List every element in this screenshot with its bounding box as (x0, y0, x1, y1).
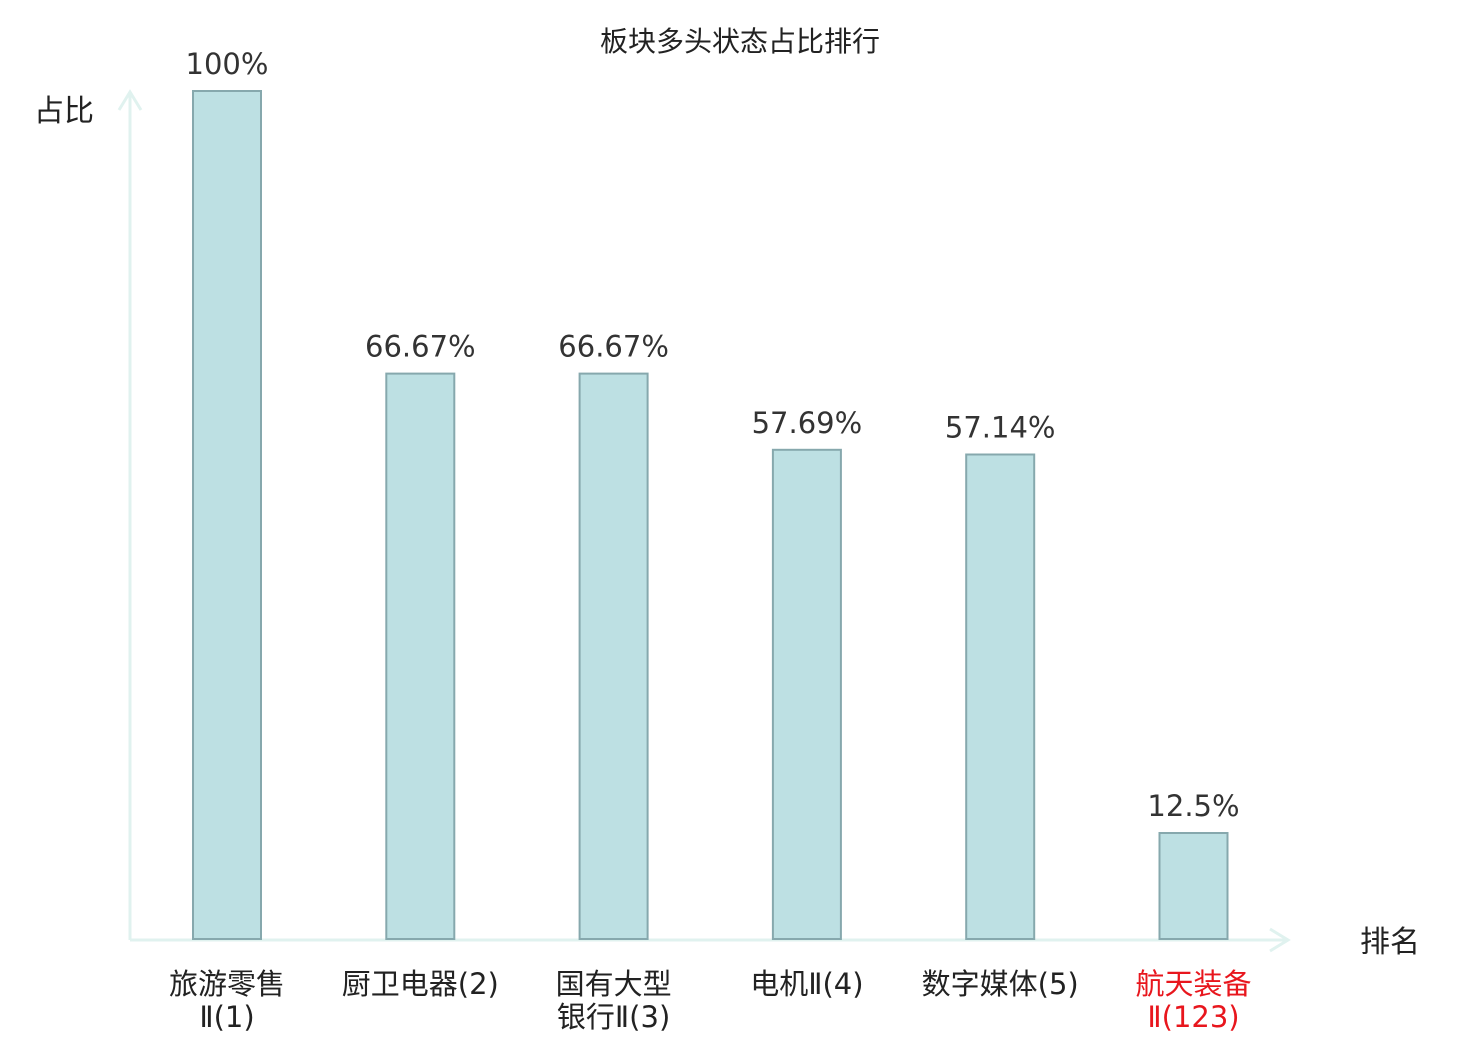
category-tick-label: 航天装备 (1135, 967, 1251, 1001)
category-tick-label: 厨卫电器(2) (342, 967, 499, 1001)
category-tick-label: Ⅱ(123) (1147, 1000, 1239, 1034)
bar (771, 448, 842, 940)
bar-value-label: 66.67% (558, 330, 669, 364)
y-axis-arrow-icon (117, 89, 143, 111)
bar-value-label: 57.69% (752, 406, 863, 440)
category-tick-label: 国有大型 (556, 967, 672, 1001)
category-tick-label: 旅游零售 (169, 967, 285, 1001)
chart-title: 板块多头状态占比排行 (600, 25, 880, 58)
bar (578, 372, 649, 941)
bars-group (192, 90, 1229, 941)
bar (965, 453, 1036, 940)
bar-value-label: 12.5% (1147, 789, 1239, 823)
x-axis-arrow-icon (1269, 927, 1291, 953)
category-tick-label: 数字媒体(5) (922, 967, 1079, 1001)
bar-value-label: 57.14% (945, 411, 1056, 445)
category-tick-label: 银行Ⅱ(3) (557, 1000, 670, 1034)
value-labels-group: 100% 66.67% 66.67% 57.69% 57.14% 12.5% (186, 47, 1240, 823)
category-tick-label: Ⅱ(1) (199, 1000, 254, 1034)
bar-value-label: 66.67% (365, 330, 476, 364)
category-tick-label: 电机Ⅱ(4) (750, 967, 863, 1001)
bar (1158, 832, 1229, 940)
x-axis-label: 排名 (1360, 925, 1420, 960)
bar (192, 90, 262, 940)
bar (385, 372, 456, 941)
bar-value-label: 100% (186, 47, 269, 81)
y-axis-label: 占比 (34, 94, 94, 129)
